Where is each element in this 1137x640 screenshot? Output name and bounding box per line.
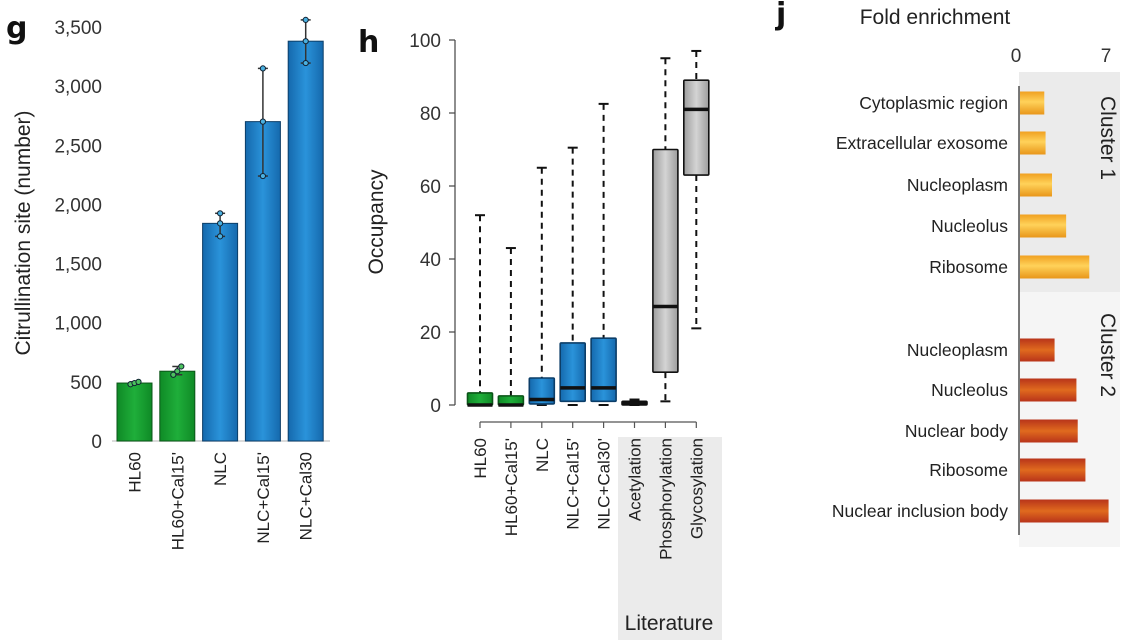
h-y-tick-label: 80	[420, 104, 441, 125]
g-x-axis-labels: HL60 HL60+Cal15' NLC NLC+Cal15' NLC+Cal30	[126, 452, 316, 550]
h-y-tick-label: 20	[420, 323, 441, 344]
j-bar	[1020, 173, 1052, 197]
h-y-tick-label: 100	[409, 31, 441, 52]
j-x-tick-label: 7	[1101, 46, 1112, 67]
panel-letter-g: g	[6, 11, 27, 46]
j-category-label: Nucleoplasm	[907, 340, 1008, 360]
j-bar	[1020, 338, 1055, 362]
h-literature-label: Literature	[625, 612, 714, 635]
g-data-point	[217, 233, 224, 240]
h-x-tick-label: NLC	[533, 438, 552, 472]
j-cluster1-label: Cluster 1	[1096, 96, 1119, 180]
g-y-tick-label: 3,500	[54, 18, 102, 39]
h-x-tick-label: HL60	[471, 438, 490, 479]
h-y-tick-label: 40	[420, 250, 441, 271]
g-data-point	[302, 59, 309, 67]
j-bar	[1020, 214, 1067, 238]
j-category-label: Nucleolus	[931, 380, 1008, 400]
h-y-axis-title: Occupancy	[365, 169, 388, 275]
j-bar	[1020, 419, 1078, 443]
h-box	[682, 79, 710, 176]
g-y-tick-label: 3,000	[54, 77, 102, 98]
j-category-label: Extracellular exosome	[836, 133, 1008, 153]
j-cluster2-label: Cluster 2	[1096, 313, 1119, 397]
g-y-tick-label: 2,000	[54, 195, 102, 216]
j-category-label: Nuclear inclusion body	[832, 501, 1008, 521]
g-data-point	[217, 220, 224, 227]
j-title: Fold enrichment	[860, 6, 1011, 29]
g-y-tick-label: 2,500	[54, 136, 102, 157]
g-bar	[116, 382, 153, 442]
h-x-tick-label: Phosphorylation	[656, 438, 675, 560]
j-bars: Cytoplasmic region Extracellular exosome N…	[832, 91, 1109, 523]
j-category-label: Nucleolus	[931, 216, 1008, 236]
g-data-point	[135, 378, 142, 385]
g-data-point	[259, 65, 266, 72]
g-x-tick-label: NLC	[211, 452, 230, 486]
j-x-tick-label: 0	[1011, 46, 1022, 67]
j-bar	[1020, 255, 1090, 279]
g-data-point	[217, 210, 224, 217]
panel-h-box-plot: 0 20 40 60 80 100 Occupancy HL60 HL60+Cal15' NL…	[365, 31, 722, 640]
g-bars	[116, 16, 324, 442]
h-literature-background	[618, 437, 722, 640]
panel-letter-h: h	[358, 25, 379, 60]
g-y-tick-label: 1,000	[54, 314, 102, 335]
g-data-point	[259, 172, 266, 180]
g-x-tick-label: HL60	[126, 452, 145, 493]
h-box	[466, 392, 494, 406]
g-y-tick-label: 500	[70, 373, 102, 394]
h-box	[590, 337, 617, 403]
g-x-tick-label: NLC+Cal30	[297, 452, 316, 540]
j-bar	[1020, 458, 1086, 482]
h-x-axis: HL60 HL60+Cal15' NLC NLC+Cal15' NLC+Cal30' Ac…	[471, 421, 706, 560]
panel-g-bar-chart: 0 500 1,000 1,500 2,000 2,500 3,000 3,500 Citru…	[12, 16, 330, 550]
h-box	[528, 377, 556, 405]
h-box	[559, 342, 587, 403]
h-y-tick-label: 60	[420, 177, 441, 198]
h-x-tick-label: HL60+Cal15'	[502, 438, 521, 536]
g-data-point	[259, 118, 266, 125]
panel-letter-j: j	[775, 0, 786, 32]
g-y-tick-label: 1,500	[54, 255, 102, 276]
h-x-tick-label: Glycosylation	[687, 438, 706, 539]
h-y-tick-label: 0	[430, 396, 441, 417]
g-y-tick-label: 0	[91, 432, 102, 453]
g-bar	[202, 222, 239, 442]
j-category-label: Ribosome	[929, 460, 1008, 480]
h-x-tick-label: NLC+Cal15'	[564, 438, 583, 530]
h-boxes	[466, 49, 710, 407]
g-data-point	[178, 363, 185, 370]
g-x-tick-label: HL60+Cal15'	[168, 452, 187, 550]
h-x-tick-label: NLC+Cal30'	[595, 438, 614, 530]
g-data-point	[170, 371, 177, 378]
g-bar	[287, 40, 324, 442]
g-y-axis-title: Citrullination site (number)	[12, 110, 35, 355]
j-bar	[1020, 131, 1046, 155]
j-category-label: Ribosome	[929, 257, 1008, 277]
h-y-axis: 0 20 40 60 80 100	[409, 31, 456, 417]
g-y-axis: 0 500 1,000 1,500 2,000 2,500 3,000 3,500	[54, 18, 102, 453]
j-bar	[1020, 378, 1077, 402]
h-x-tick-label: Acetylation	[626, 438, 645, 521]
j-category-label: Cytoplasmic region	[859, 93, 1008, 113]
j-category-label: Nuclear body	[905, 421, 1008, 441]
g-bar	[159, 370, 196, 442]
j-bar	[1020, 91, 1045, 115]
g-data-point	[302, 38, 309, 45]
j-bar	[1020, 499, 1109, 523]
g-data-point	[174, 368, 181, 375]
g-data-point	[302, 16, 309, 24]
g-x-tick-label: NLC+Cal15'	[254, 452, 273, 544]
j-category-label: Nucleoplasm	[907, 175, 1008, 195]
h-box	[652, 148, 679, 373]
